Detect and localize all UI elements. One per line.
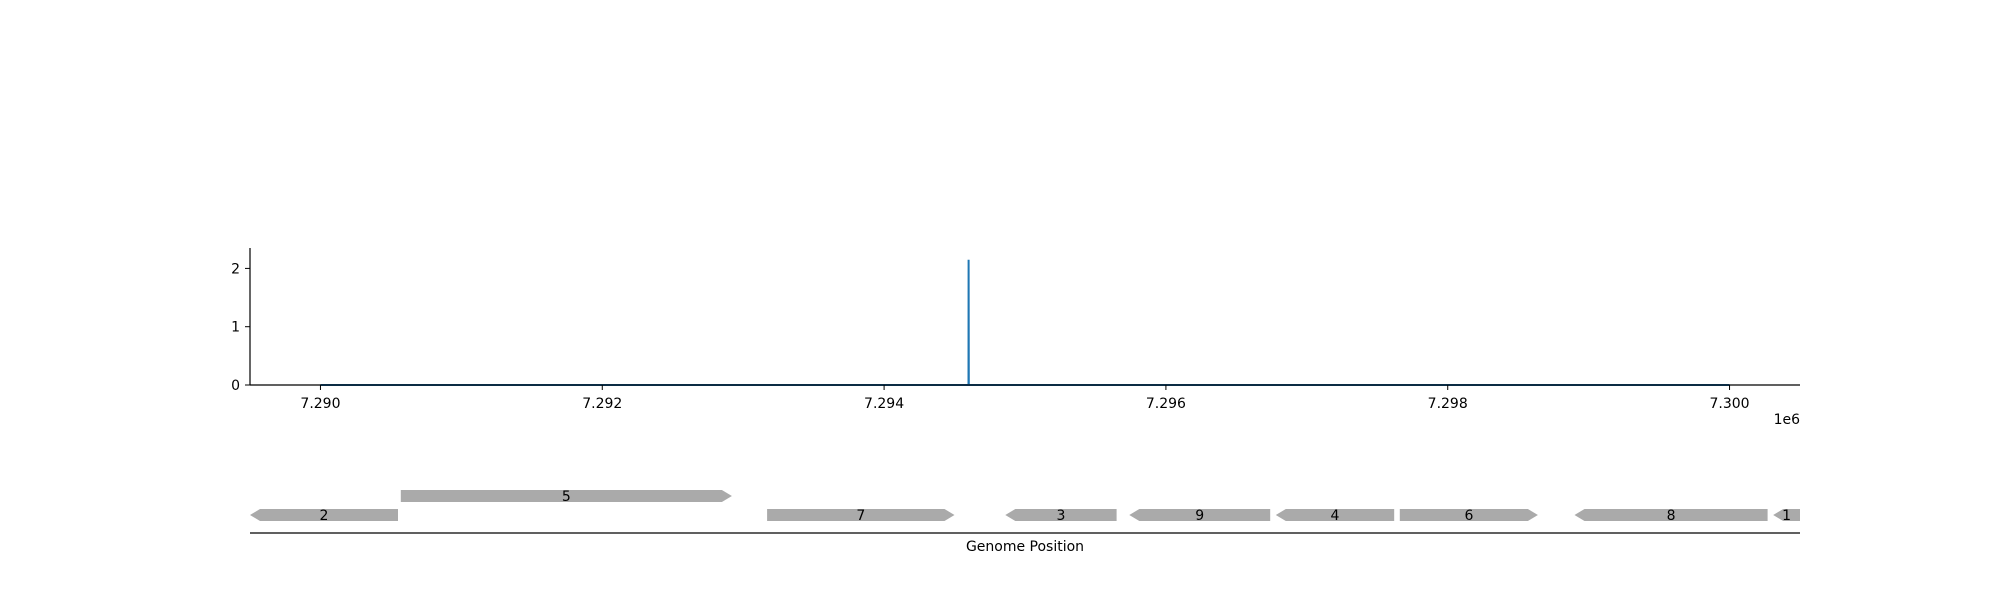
series-line-0 [320, 259, 1730, 386]
gene-1-arrow [1773, 509, 1800, 521]
gene-3-arrow [1005, 509, 1117, 521]
gene-7-arrow [767, 509, 955, 521]
gene-6-arrow [1399, 509, 1538, 521]
gene-4-arrow [1275, 509, 1395, 521]
gene-2-arrow [250, 509, 398, 521]
x-offset-label: 1e6 [1774, 412, 1801, 428]
y-tick-label: 2 [231, 261, 240, 277]
x-tick-label: 7.300 [1709, 396, 1749, 412]
x-ticks: 7.290 7.292 7.294 7.296 7.298 7.300 [300, 385, 1750, 412]
y-tick-label: 0 [231, 378, 240, 394]
y-ticks: 0 1 2 [231, 261, 250, 394]
gene-track-xlabel: Genome Position [966, 539, 1084, 555]
gene-5-label: 5 [562, 489, 571, 505]
series-layer [320, 259, 1730, 386]
gene-7-label: 7 [856, 508, 865, 524]
gene-1-label: 1 [1782, 508, 1791, 524]
coverage-plot: 7.290 7.292 7.294 7.296 7.298 7.300 0 1 2 1e6 [231, 248, 1800, 428]
gene-track: 2 5 7 3 9 4 6 8 1 Genome Position [250, 489, 1800, 555]
gene-6-label: 6 [1464, 508, 1473, 524]
x-tick-label: 7.294 [864, 396, 904, 412]
gene-5-arrow [400, 490, 732, 502]
gene-8-arrow [1574, 509, 1768, 521]
genes-layer: 2 5 7 3 9 4 6 8 1 [250, 489, 1800, 524]
gene-8-label: 8 [1667, 508, 1676, 524]
gene-9-arrow [1129, 509, 1271, 521]
x-tick-label: 7.292 [582, 396, 622, 412]
gene-4-label: 4 [1331, 508, 1340, 524]
x-tick-label: 7.290 [300, 396, 340, 412]
gene-9-label: 9 [1195, 508, 1204, 524]
gene-2-label: 2 [320, 508, 329, 524]
x-tick-label: 7.298 [1428, 396, 1468, 412]
y-tick-label: 1 [231, 320, 240, 336]
gene-3-label: 3 [1056, 508, 1065, 524]
x-tick-label: 7.296 [1146, 396, 1186, 412]
